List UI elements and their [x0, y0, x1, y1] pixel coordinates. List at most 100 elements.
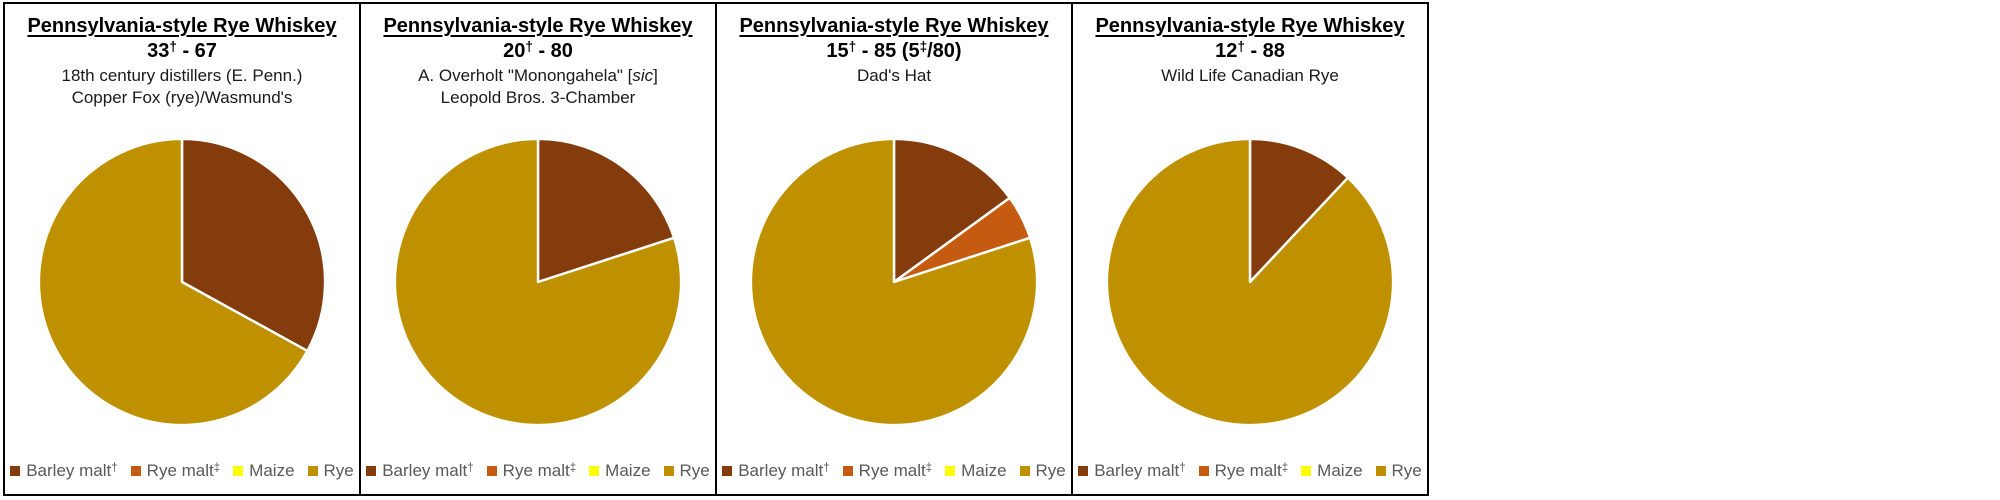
pie-slice: [749, 137, 1039, 427]
legend-item: Rye: [1019, 461, 1066, 481]
text-segment: Maize: [605, 461, 651, 480]
pie-slice: [1105, 137, 1395, 427]
legend-label: Rye malt‡: [503, 461, 577, 481]
text-segment: 18th century distillers (E. Penn.): [61, 66, 303, 85]
chart-panel-4: Pennsylvania-style Rye Whiskey 12† - 88 …: [1071, 2, 1429, 496]
legend-label: Rye: [1036, 461, 1066, 481]
text-segment: Rye: [1391, 461, 1422, 480]
text-segment: Barley malt: [738, 461, 824, 480]
text-segment: †: [467, 461, 474, 474]
chart-legend: Barley malt† Rye malt‡ Maize Rye: [5, 461, 359, 481]
text-segment: Rye malt: [146, 461, 214, 480]
text-segment: Rye malt: [858, 461, 926, 480]
legend-color-swatch: [722, 466, 733, 476]
legend-color-swatch: [130, 466, 141, 476]
text-segment: ‡: [919, 38, 928, 54]
legend-item: Rye malt‡: [842, 461, 933, 481]
text-segment: Rye: [679, 461, 710, 480]
chart-title: Pennsylvania-style Rye Whiskey: [383, 15, 693, 37]
text-segment: 33: [147, 40, 170, 62]
legend-color-swatch: [1078, 466, 1089, 476]
pie-slice: [180, 137, 327, 353]
text-segment: ‡: [925, 461, 933, 474]
text-segment: Leopold Bros. 3-Chamber: [440, 88, 636, 107]
legend-label: Rye malt‡: [147, 461, 221, 481]
chart-legend: Barley malt† Rye malt‡ Maize Rye: [361, 461, 715, 481]
legend-label: Rye malt‡: [859, 461, 933, 481]
text-segment: †: [169, 38, 177, 54]
chart-legend: Barley malt† Rye malt‡ Maize Rye: [717, 461, 1071, 481]
text-segment: Dad's Hat: [856, 66, 932, 85]
text-segment: Barley malt: [26, 461, 112, 480]
legend-item: Barley malt†: [1078, 461, 1186, 481]
legend-color-swatch: [1198, 466, 1209, 476]
mashbill-ratio: 12† - 88: [1073, 39, 1427, 65]
text-segment: sic: [632, 66, 654, 85]
text-segment: /80): [927, 40, 962, 62]
legend-label: Rye: [324, 461, 354, 481]
legend-item: Maize: [945, 461, 1007, 481]
legend-label: Maize: [249, 461, 294, 481]
legend-item: Rye malt‡: [1198, 461, 1289, 481]
legend-color-swatch: [663, 466, 674, 476]
legend-color-swatch: [233, 466, 244, 476]
legend-color-swatch: [1019, 466, 1030, 476]
legend-color-swatch: [842, 466, 853, 476]
chart-panel-1: Pennsylvania-style Rye Whiskey 33† - 67 …: [3, 2, 361, 496]
text-segment: Maize: [249, 461, 295, 480]
legend-color-swatch: [945, 466, 956, 476]
text-segment: ‡: [213, 461, 221, 474]
legend-color-swatch: [486, 466, 497, 476]
legend-label: Maize: [605, 461, 650, 481]
legend-label: Barley malt†: [1094, 461, 1185, 481]
chart-panel-2: Pennsylvania-style Rye Whiskey 20† - 80 …: [359, 2, 717, 496]
subtitle-line: A. Overholt "Monongahela" [sic]: [361, 65, 715, 87]
text-segment: 15: [826, 40, 849, 62]
legend-color-swatch: [10, 466, 21, 476]
text-segment: 20: [503, 40, 526, 62]
text-segment: †: [1179, 461, 1186, 474]
chart-title: Pennsylvania-style Rye Whiskey: [739, 15, 1049, 37]
text-segment: †: [1237, 38, 1245, 54]
text-segment: Copper Fox (rye)/Wasmund's: [71, 88, 293, 107]
legend-item: Barley malt†: [366, 461, 474, 481]
pie-slice: [393, 137, 683, 427]
legend-item: Rye: [307, 461, 354, 481]
subtitle-line: Wild Life Canadian Rye: [1073, 65, 1427, 87]
legend-item: Rye malt‡: [130, 461, 221, 481]
text-segment: Rye malt: [502, 461, 570, 480]
text-segment: †: [525, 38, 533, 54]
chart-panel-3: Pennsylvania-style Rye Whiskey 15† - 85 …: [715, 2, 1073, 496]
text-segment: Maize: [1317, 461, 1363, 480]
legend-item: Maize: [589, 461, 651, 481]
legend-label: Rye: [680, 461, 710, 481]
text-segment: Rye malt: [1214, 461, 1282, 480]
pie-chart: [749, 137, 1039, 427]
text-segment: ‡: [1281, 461, 1289, 474]
pie-slice: [892, 137, 1011, 284]
text-segment: Wild Life Canadian Rye: [1161, 66, 1339, 85]
chart-title: Pennsylvania-style Rye Whiskey: [27, 15, 337, 37]
legend-label: Barley malt†: [26, 461, 117, 481]
text-segment: Rye: [1035, 461, 1066, 480]
legend-label: Barley malt†: [382, 461, 473, 481]
legend-item: Rye malt‡: [486, 461, 577, 481]
subtitle-line: Copper Fox (rye)/Wasmund's: [5, 87, 359, 109]
legend-label: Maize: [961, 461, 1006, 481]
legend-item: Barley malt†: [722, 461, 830, 481]
legend-color-swatch: [366, 466, 377, 476]
chart-legend: Barley malt† Rye malt‡ Maize Rye: [1073, 461, 1427, 481]
text-segment: ]: [653, 66, 658, 85]
text-segment: Rye: [323, 461, 354, 480]
mashbill-ratio: 33† - 67: [5, 39, 359, 65]
text-segment: †: [848, 38, 857, 54]
legend-color-swatch: [1301, 466, 1312, 476]
legend-color-swatch: [307, 466, 318, 476]
mashbill-ratio: 15† - 85 (5‡/80): [717, 39, 1071, 65]
text-segment: - 85 (5: [856, 40, 920, 62]
text-segment: †: [823, 461, 830, 474]
subtitle-line: 18th century distillers (E. Penn.): [5, 65, 359, 87]
legend-item: Rye: [1375, 461, 1422, 481]
legend-color-swatch: [1375, 466, 1386, 476]
legend-label: Barley malt†: [738, 461, 829, 481]
